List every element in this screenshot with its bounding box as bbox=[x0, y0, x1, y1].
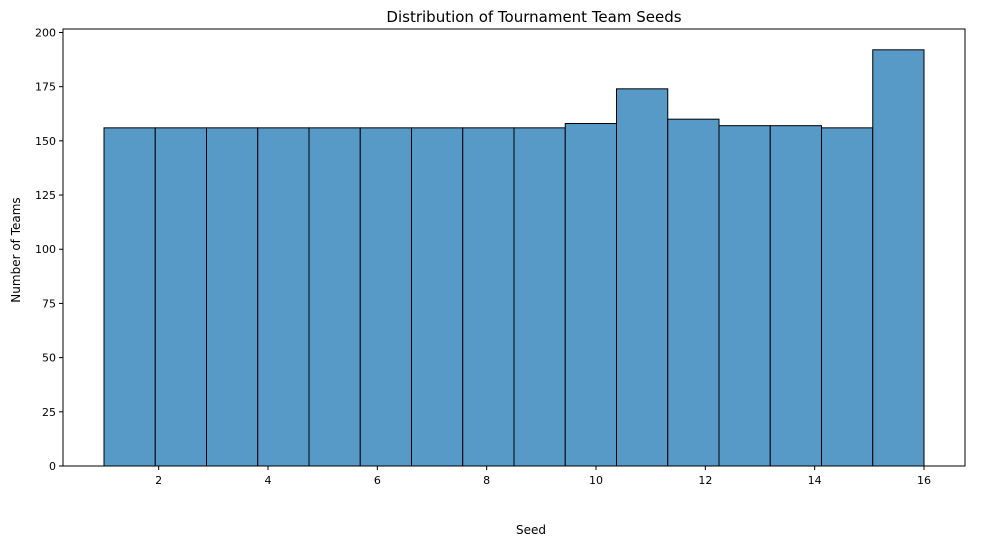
histogram-bar bbox=[206, 127, 259, 467]
x-axis-label: Seed bbox=[516, 523, 546, 537]
histogram-bar bbox=[359, 127, 412, 467]
x-tick-label: 10 bbox=[589, 474, 603, 487]
y-tick-label: 200 bbox=[35, 26, 56, 39]
x-tick-label: 14 bbox=[808, 474, 822, 487]
histogram-bar bbox=[154, 127, 207, 467]
histogram-bar bbox=[462, 127, 515, 467]
plot-border bbox=[62, 28, 966, 467]
x-tick-label: 12 bbox=[698, 474, 712, 487]
x-tick-label: 8 bbox=[483, 474, 490, 487]
histogram-bar bbox=[769, 125, 822, 467]
x-tick-label: 16 bbox=[917, 474, 931, 487]
y-axis-label: Number of Teams bbox=[9, 197, 23, 302]
chart-title: Distribution of Tournament Team Seeds bbox=[386, 8, 681, 26]
histogram-bar bbox=[308, 127, 361, 467]
histogram-bar bbox=[513, 127, 566, 467]
x-tick-label: 4 bbox=[265, 474, 272, 487]
histogram-bar bbox=[821, 127, 874, 467]
histogram-bar bbox=[718, 125, 771, 467]
x-axis: 2 4 6 8 10 12 14 16 bbox=[155, 466, 931, 487]
histogram-bar bbox=[616, 88, 669, 467]
histogram-bar bbox=[257, 127, 310, 467]
y-tick-label: 150 bbox=[35, 135, 56, 148]
y-tick-label: 75 bbox=[42, 297, 56, 310]
y-tick-label: 50 bbox=[42, 352, 56, 365]
histogram-bar bbox=[667, 118, 720, 467]
histogram-bar bbox=[411, 127, 464, 467]
y-tick-label: 125 bbox=[35, 189, 56, 202]
histogram-bar bbox=[103, 127, 156, 467]
y-tick-label: 100 bbox=[35, 243, 56, 256]
y-axis: 0 25 50 75 100 125 150 175 200 bbox=[35, 26, 63, 473]
histogram-bar bbox=[564, 123, 617, 467]
x-tick-label: 6 bbox=[374, 474, 381, 487]
histogram-bar bbox=[872, 49, 925, 467]
plot-frame bbox=[62, 28, 966, 467]
bars-group bbox=[103, 49, 925, 467]
y-tick-label: 0 bbox=[49, 460, 56, 473]
y-tick-label: 25 bbox=[42, 406, 56, 419]
y-tick-label: 175 bbox=[35, 81, 56, 94]
x-tick-label: 2 bbox=[155, 474, 162, 487]
